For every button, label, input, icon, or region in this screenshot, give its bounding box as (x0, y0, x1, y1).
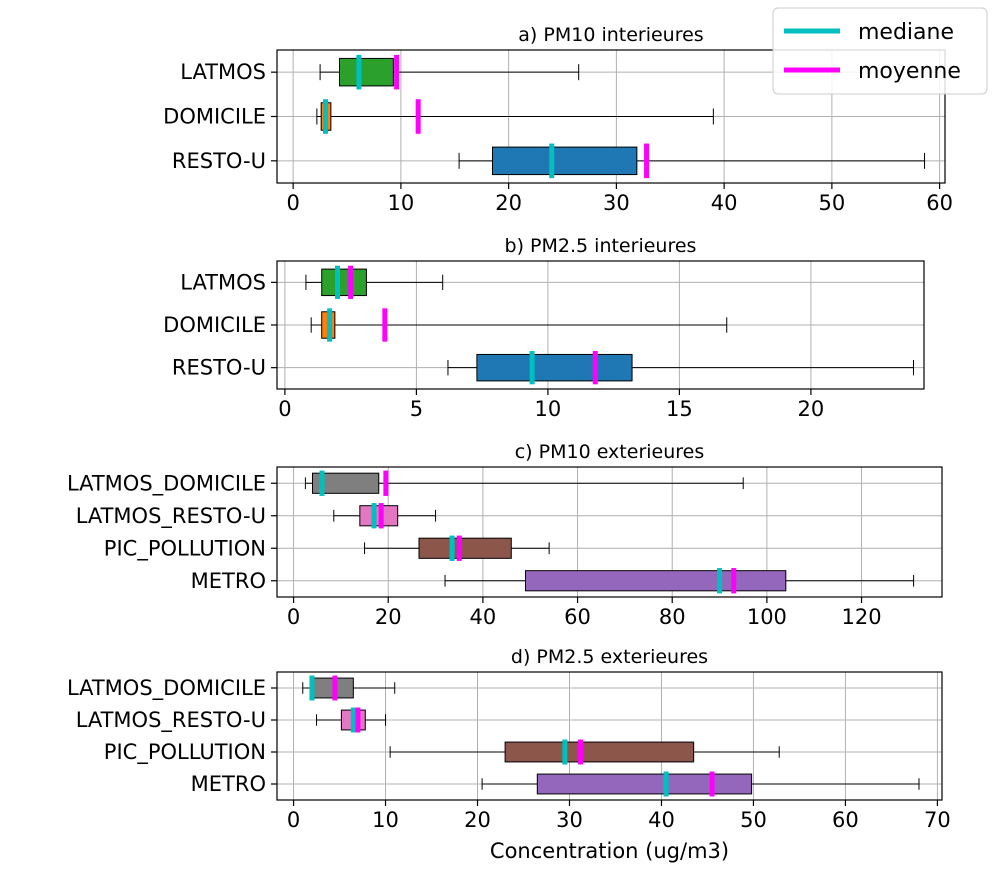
x-tick-label: 60 (926, 191, 953, 215)
y-tick-label-domicile: DOMICILE (163, 105, 266, 129)
x-tick-label: 20 (798, 397, 825, 421)
x-tick-label: 30 (556, 808, 583, 832)
axes-frame (276, 671, 943, 801)
iqr-box (309, 677, 354, 699)
iqr-box (536, 773, 753, 795)
x-axis-label: Concentration (ug/m3) (490, 839, 729, 863)
box-domicile (316, 99, 714, 134)
iqr-box (418, 537, 512, 559)
box-metro (444, 568, 915, 594)
x-tick-label: 120 (841, 605, 881, 629)
x-tick-label: 30 (603, 191, 630, 215)
x-tick-label: 20 (495, 191, 522, 215)
x-tick-label: 40 (470, 605, 497, 629)
box-pic-pollution (389, 739, 780, 765)
box-latmos (305, 265, 444, 299)
x-tick-label: 50 (740, 808, 767, 832)
box-latmos-resto-u (316, 707, 387, 733)
x-tick-label: 0 (287, 808, 300, 832)
x-tick-label: 10 (535, 397, 562, 421)
x-tick-label: 100 (747, 605, 787, 629)
legend-label-moyenne: moyenne (858, 59, 961, 84)
y-tick-label-resto-u: RESTO-U (172, 356, 266, 380)
y-tick-label-metro: METRO (191, 772, 266, 796)
subplot-title: b) PM2.5 interieures (505, 235, 697, 257)
y-tick-label-resto-u: RESTO-U (172, 149, 266, 173)
iqr-box (504, 741, 695, 763)
x-tick-label: 20 (375, 605, 402, 629)
box-metro (481, 771, 920, 797)
axes-frame (276, 260, 925, 390)
subplot-2: 0 5 10 15 20 LATMOS DOMICILE RESTO-U b) PM2.5 in… (163, 235, 925, 421)
iqr-box (321, 268, 367, 297)
x-tick-label: 50 (819, 191, 846, 215)
subplot-title: c) PM10 exterieures (515, 441, 705, 463)
axes-frame (276, 49, 946, 184)
iqr-box (311, 472, 380, 494)
box-latmos-domicile (302, 675, 396, 701)
x-tick-label: 5 (410, 397, 423, 421)
x-tick-label: 40 (711, 191, 738, 215)
box-latmos (319, 54, 580, 90)
subplot-title: d) PM2.5 exterieures (511, 646, 708, 668)
iqr-box (524, 570, 787, 592)
iqr-box (476, 353, 633, 382)
y-tick-label-domicile: DOMICILE (163, 313, 266, 337)
box-pic-pollution (364, 535, 550, 561)
subplot-4: 0 10 20 30 40 50 60 70 LATMOS_DOMICILE LATMOS_RES… (67, 646, 951, 863)
x-tick-label: 0 (278, 397, 291, 421)
y-tick-label-latmos-domicile: LATMOS_DOMICILE (67, 676, 266, 701)
y-tick-label-latmos: LATMOS (180, 60, 266, 84)
x-tick-label: 0 (286, 191, 299, 215)
x-tick-label: 15 (666, 397, 693, 421)
y-tick-label-metro: METRO (191, 569, 266, 593)
y-tick-label-pic-pollution: PIC_POLLUTION (104, 740, 266, 765)
x-tick-label: 10 (388, 191, 415, 215)
iqr-box (491, 146, 638, 176)
iqr-box (338, 57, 394, 87)
y-tick-label-latmos: LATMOS (180, 270, 266, 294)
x-tick-label: 10 (372, 808, 399, 832)
box-resto-u (458, 143, 926, 179)
box-resto-u (447, 351, 914, 385)
x-tick-label: 40 (648, 808, 675, 832)
x-tick-label: 60 (564, 605, 591, 629)
legend: mediane moyenne (772, 7, 988, 95)
box-latmos-domicile (304, 470, 744, 496)
subplot-1: 0 10 20 30 40 50 60 LATMOS DOMICILE RESTO-U a) PM1… (163, 24, 953, 215)
axes-frame (276, 466, 943, 598)
x-tick-label: 0 (287, 605, 300, 629)
x-tick-label: 20 (464, 808, 491, 832)
legend-label-mediane: mediane (858, 20, 954, 45)
x-tick-label: 80 (659, 605, 686, 629)
x-tick-label: 60 (832, 808, 859, 832)
box-domicile (310, 308, 728, 342)
subplot-title: a) PM10 interieures (518, 24, 703, 46)
subplot-3: 0 20 40 60 80 100 120 LATMOS_DOMICILE LATMOS_RES… (67, 441, 943, 629)
y-tick-label-latmos-domicile: LATMOS_DOMICILE (67, 471, 266, 496)
y-tick-label-pic-pollution: PIC_POLLUTION (104, 536, 266, 561)
y-tick-label-latmos-resto-u: LATMOS_RESTO-U (76, 708, 266, 733)
box-latmos-resto-u (333, 503, 437, 529)
x-tick-label: 70 (924, 808, 951, 832)
y-tick-label-latmos-resto-u: LATMOS_RESTO-U (76, 504, 266, 529)
